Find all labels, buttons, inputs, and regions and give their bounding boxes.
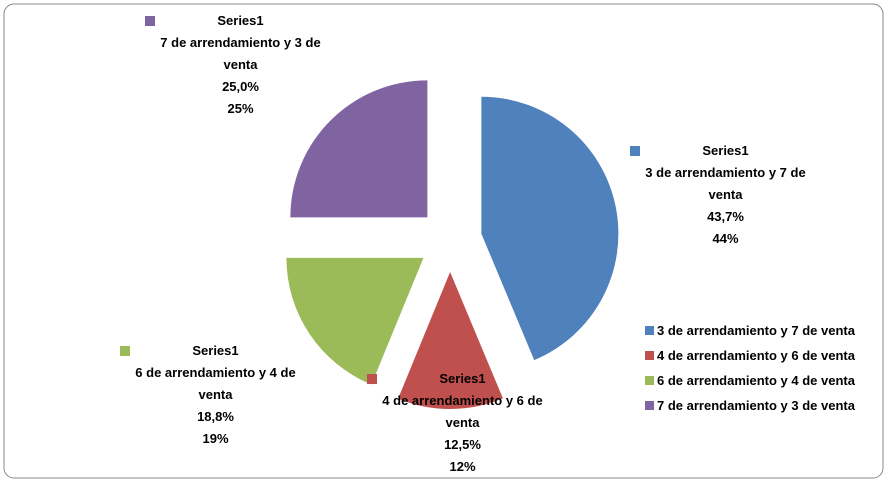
pie-slice bbox=[286, 257, 424, 385]
label-percent: 44% bbox=[712, 231, 739, 246]
pie-slice bbox=[398, 271, 503, 409]
label-category: 6 de arrendamiento y 4 de venta bbox=[135, 365, 296, 402]
label-marker bbox=[630, 146, 640, 156]
label-marker bbox=[120, 346, 130, 356]
label-series: Series1 bbox=[702, 143, 749, 158]
data-label: Series1 6 de arrendamiento y 4 de venta 18… bbox=[128, 340, 303, 450]
label-category: 7 de arrendamiento y 3 de venta bbox=[160, 35, 321, 72]
label-series: Series1 bbox=[217, 13, 264, 28]
label-series: Series1 bbox=[439, 371, 486, 386]
label-marker bbox=[145, 16, 155, 26]
legend-text: 4 de arrendamiento y 6 de venta bbox=[657, 348, 855, 363]
label-percent: 19% bbox=[202, 431, 229, 446]
legend-swatch bbox=[645, 401, 654, 410]
pie-slice bbox=[290, 80, 428, 218]
legend-text: 7 de arrendamiento y 3 de venta bbox=[657, 398, 855, 413]
label-value: 12,5% bbox=[444, 437, 481, 452]
legend-swatch bbox=[645, 376, 654, 385]
legend-text: 6 de arrendamiento y 4 de venta bbox=[657, 373, 855, 388]
label-category: 3 de arrendamiento y 7 de venta bbox=[645, 165, 806, 202]
data-label: Series1 3 de arrendamiento y 7 de venta 43… bbox=[638, 140, 813, 250]
data-label: Series1 4 de arrendamiento y 6 de venta 12… bbox=[375, 368, 550, 478]
label-percent: 25% bbox=[227, 101, 254, 116]
label-value: 43,7% bbox=[707, 209, 744, 224]
legend-swatch bbox=[645, 351, 654, 360]
label-marker bbox=[367, 374, 377, 384]
label-value: 25,0% bbox=[222, 79, 259, 94]
legend-text: 3 de arrendamiento y 7 de venta bbox=[657, 323, 855, 338]
legend-swatch bbox=[645, 326, 654, 335]
label-value: 18,8% bbox=[197, 409, 234, 424]
label-series: Series1 bbox=[192, 343, 239, 358]
data-label: Series1 7 de arrendamiento y 3 de venta 25… bbox=[153, 10, 328, 120]
legend-item: 3 de arrendamiento y 7 de venta bbox=[645, 323, 855, 338]
chart-frame bbox=[3, 3, 884, 479]
legend-item: 4 de arrendamiento y 6 de venta bbox=[645, 348, 855, 363]
legend-item: 6 de arrendamiento y 4 de venta bbox=[645, 373, 855, 388]
pie-slice bbox=[481, 96, 619, 361]
label-percent: 12% bbox=[449, 459, 476, 474]
label-category: 4 de arrendamiento y 6 de venta bbox=[382, 393, 543, 430]
legend-item: 7 de arrendamiento y 3 de venta bbox=[645, 398, 855, 413]
